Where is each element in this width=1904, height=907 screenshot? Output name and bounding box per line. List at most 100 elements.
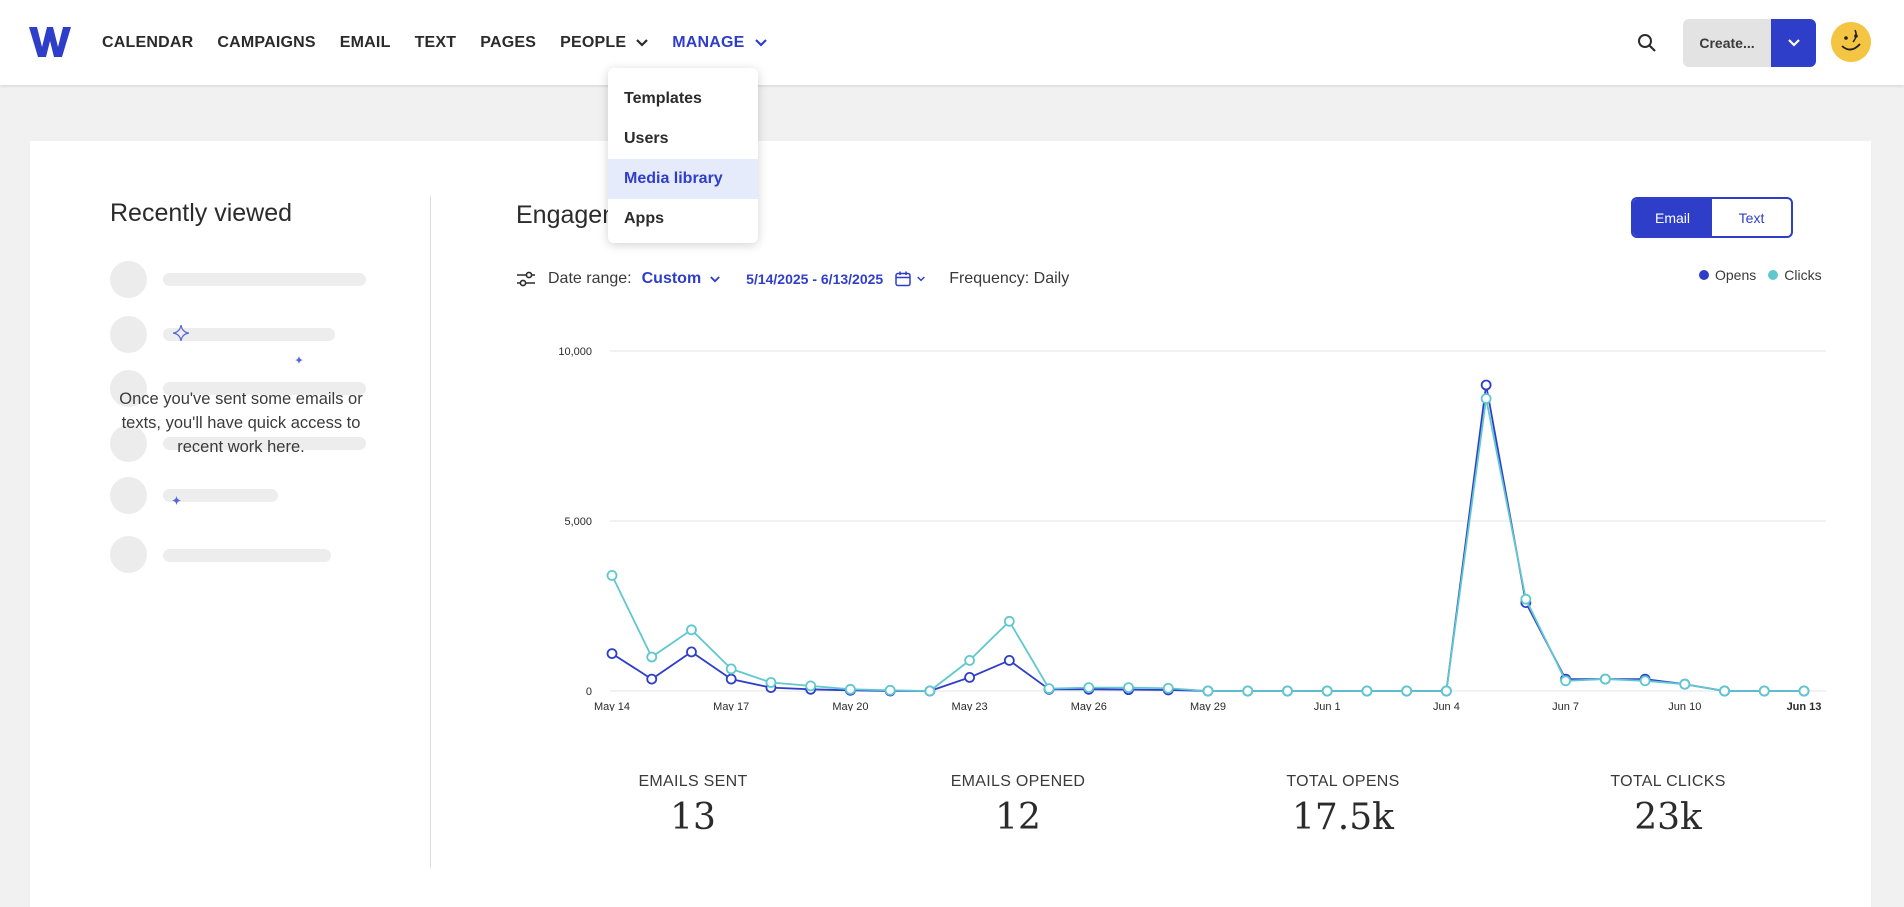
data-point-clicks: [1083, 682, 1095, 694]
data-point-clicks: [1480, 393, 1492, 404]
legend-opens-label: Opens: [1715, 267, 1757, 283]
x-tick-label: May 26: [1071, 701, 1107, 711]
skeleton-avatar: [110, 477, 147, 514]
x-tick-label: Jun 4: [1433, 701, 1460, 711]
nav-manage[interactable]: MANAGE: [672, 34, 767, 52]
data-point-opens: [964, 671, 976, 683]
skeleton-avatar: [110, 425, 147, 462]
data-point-clicks: [1520, 593, 1532, 605]
smiley-avatar-icon: [1831, 22, 1871, 62]
data-point-clicks: [844, 683, 856, 695]
data-point-clicks: [805, 680, 817, 692]
chevron-down-icon: [1787, 39, 1800, 47]
data-point-clicks: [1321, 685, 1333, 697]
nav-calendar[interactable]: CALENDAR: [102, 34, 193, 52]
logo-icon[interactable]: [29, 27, 71, 57]
y-tick-label: 5,000: [564, 516, 592, 528]
nav-text-label: TEXT: [414, 33, 457, 51]
toggle-email[interactable]: Email: [1633, 199, 1712, 236]
stat-emails-sent: EMAILS SENT 13: [563, 773, 823, 838]
data-point-clicks: [686, 624, 697, 636]
avatar[interactable]: [1831, 22, 1871, 62]
data-point-clicks: [1162, 682, 1174, 694]
data-point-opens: [646, 673, 658, 685]
stat-label: EMAILS SENT: [638, 773, 748, 790]
date-range-dates[interactable]: 5/14/2025 - 6/13/2025: [746, 271, 884, 287]
x-tick-label: May 20: [832, 701, 868, 711]
data-point-clicks: [1560, 675, 1571, 687]
skeleton-avatar: [110, 261, 147, 298]
nav-email[interactable]: EMAIL: [340, 34, 391, 52]
data-point-clicks: [646, 651, 658, 663]
skeleton-avatar: [110, 316, 147, 353]
menu-item-apps[interactable]: Apps: [624, 210, 664, 227]
menu-item-users[interactable]: Users: [624, 130, 669, 147]
stat-value: 17.5k: [1292, 797, 1394, 838]
nav-calendar-label: CALENDAR: [102, 33, 194, 51]
stat-label: EMAILS OPENED: [950, 773, 1086, 790]
menu-item-templates[interactable]: Templates: [624, 90, 702, 107]
nav-text[interactable]: TEXT: [415, 34, 457, 52]
main-nav: CALENDAR CAMPAIGNS EMAIL TEXT PAGES PEOP…: [102, 0, 791, 85]
skeleton-avatar: [110, 370, 147, 407]
x-tick-label: May 14: [594, 701, 630, 711]
chart-filters: Date range: Custom 5/14/2025 - 6/13/2025…: [516, 264, 1069, 294]
stat-value: 23k: [1634, 797, 1702, 838]
manage-dropdown-menu: Templates Users Media library Apps: [608, 68, 758, 243]
column-divider: [430, 196, 431, 868]
top-navigation-bar: CALENDAR CAMPAIGNS EMAIL TEXT PAGES PEOP…: [0, 0, 1904, 85]
data-point-clicks: [1043, 683, 1055, 695]
sparkle-icon: [172, 496, 181, 505]
data-point-clicks: [884, 684, 896, 696]
data-point-clicks: [1202, 685, 1214, 697]
stat-value: 12: [995, 797, 1041, 838]
data-point-clicks: [964, 654, 976, 666]
legend-clicks-swatch: [1768, 270, 1779, 280]
data-point-clicks: [1242, 685, 1254, 697]
nav-people[interactable]: PEOPLE: [560, 34, 648, 52]
menu-item-media-library[interactable]: Media library: [608, 159, 758, 199]
chevron-down-icon[interactable]: [917, 276, 926, 282]
skeleton-line: [163, 382, 366, 395]
nav-campaigns[interactable]: CAMPAIGNS: [217, 34, 315, 52]
engagement-line-chart: 0 5,000 10,000 May 14 May 17 May 20 May 23 May …: [558, 346, 1826, 711]
nav-pages-label: PAGES: [480, 33, 537, 51]
filter-sliders-icon[interactable]: [516, 270, 536, 288]
create-dropdown-button[interactable]: [1771, 19, 1816, 67]
frequency-label[interactable]: Frequency: Daily: [949, 270, 1070, 287]
data-point-clicks: [924, 685, 936, 697]
skeleton-avatar: [110, 536, 147, 573]
data-point-opens: [725, 673, 737, 685]
data-point-clicks: [606, 569, 618, 581]
data-point-clicks: [1441, 685, 1452, 697]
x-tick-label: Jun 13: [1787, 701, 1822, 711]
toggle-text[interactable]: Text: [1738, 209, 1765, 226]
chevron-down-icon: [636, 38, 648, 47]
stat-total-opens: TOTAL OPENS 17.5k: [1213, 773, 1473, 838]
data-point-clicks: [1003, 615, 1015, 627]
series-line-opens: [611, 384, 1804, 692]
chart-legend: Opens Clicks: [1699, 267, 1822, 283]
date-range-select[interactable]: Custom: [641, 270, 702, 287]
data-point-clicks: [1282, 685, 1293, 697]
create-button[interactable]: Create...: [1683, 19, 1771, 67]
dashboard-card: Recently viewed Once you've sent some em…: [30, 141, 1871, 907]
skeleton-line: [163, 489, 278, 502]
skeleton-line: [163, 273, 366, 286]
data-point-opens: [606, 648, 618, 660]
calendar-icon[interactable]: [895, 271, 911, 287]
data-point-opens: [1003, 654, 1015, 666]
channel-toggle: Email Text: [1631, 197, 1793, 238]
nav-campaigns-label: CAMPAIGNS: [217, 33, 316, 51]
x-tick-label: Jun 10: [1668, 701, 1701, 711]
date-range-label: Date range:: [548, 270, 632, 287]
sparkle-icon: [295, 356, 303, 364]
recently-viewed-title: Recently viewed: [110, 199, 293, 227]
data-point-opens: [1480, 379, 1492, 391]
nav-people-label: PEOPLE: [560, 33, 627, 51]
x-tick-label: Jun 7: [1552, 701, 1579, 711]
stat-label: TOTAL CLICKS: [1610, 773, 1726, 790]
nav-pages[interactable]: PAGES: [480, 34, 536, 52]
data-point-clicks: [725, 663, 737, 675]
search-icon[interactable]: [1636, 32, 1658, 54]
